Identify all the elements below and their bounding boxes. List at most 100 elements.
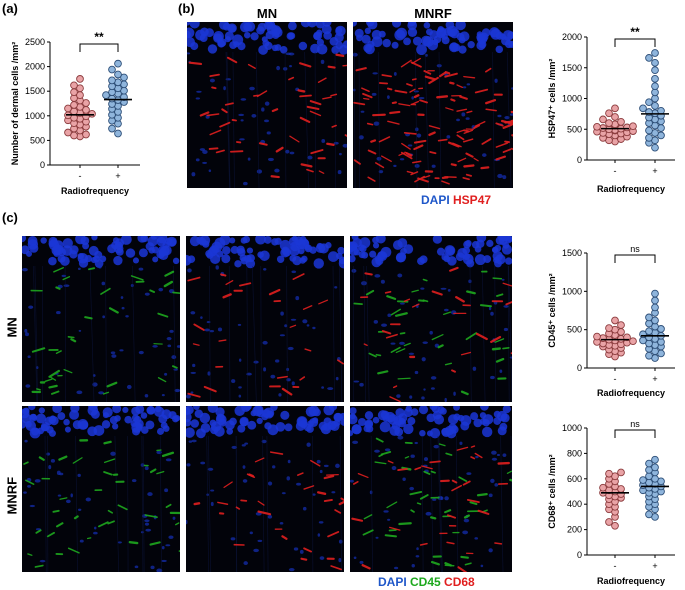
tissue-streak: [89, 265, 95, 402]
nucleus: [321, 139, 326, 143]
nucleus: [205, 250, 213, 258]
nucleus: [125, 248, 136, 258]
nucleus: [200, 423, 211, 433]
tissue-streak: [437, 435, 442, 572]
nucleus: [410, 408, 419, 416]
cd45-signal: [495, 357, 505, 363]
nucleus: [461, 112, 466, 117]
nucleus: [194, 409, 204, 418]
data-point: [651, 296, 659, 305]
tissue-streak: [492, 51, 495, 188]
hsp47-signal: [297, 89, 306, 93]
nucleus: [433, 444, 440, 449]
nucleus: [479, 406, 489, 411]
hsp47-signal: [412, 160, 422, 164]
nucleus: [140, 236, 149, 243]
cd45-signal: [161, 451, 175, 458]
micrograph-mnrf-cd68-image: [186, 406, 344, 572]
micrograph-mnrf-cd45-image: [22, 406, 180, 572]
data-point: [645, 351, 653, 360]
cd68-signal: [457, 566, 468, 572]
cd45-signal: [430, 516, 437, 520]
data-point: [651, 303, 659, 312]
data-point: [120, 73, 128, 82]
tissue-streak: [252, 265, 257, 402]
nucleus: [168, 535, 174, 539]
nucleus: [65, 499, 71, 504]
nucleus: [501, 36, 511, 46]
nucleus: [445, 22, 455, 30]
legend-c: DAPI CD45 CD68: [378, 575, 475, 589]
nucleus: [264, 119, 269, 123]
nucleus: [444, 496, 449, 501]
x-tick-label: -: [614, 561, 617, 571]
y-tick-label: 0: [577, 363, 582, 373]
nucleus: [87, 426, 98, 437]
y-axis-label: Number of dermal cells /mm²: [10, 42, 20, 166]
nucleus: [243, 561, 248, 566]
cd68-signal: [248, 473, 254, 478]
data-point: [64, 128, 72, 137]
nucleus: [292, 255, 302, 266]
nucleus: [145, 528, 152, 532]
nucleus: [488, 306, 492, 311]
cd68-signal: [330, 565, 342, 571]
nucleus: [101, 420, 111, 429]
nucleus: [396, 27, 408, 39]
nucleus: [186, 519, 188, 525]
tissue-streak: [255, 51, 260, 188]
tissue-streak: [414, 51, 418, 188]
x-axis-label: Radiofrequency: [597, 388, 665, 398]
data-point: [108, 65, 116, 74]
cd68-signal: [289, 324, 297, 328]
y-tick-label: 1500: [25, 86, 45, 96]
nucleus: [145, 420, 155, 430]
cd68-signal: [187, 392, 201, 398]
nucleus: [412, 36, 422, 46]
hsp47-signal: [211, 86, 217, 90]
nucleus: [144, 522, 150, 526]
cd45-signal: [374, 461, 387, 465]
hsp47-signal: [466, 110, 473, 114]
nucleus: [312, 493, 316, 496]
cd45-signal: [67, 547, 80, 554]
data-point: [70, 88, 78, 97]
legend-b-dapi: DAPI: [421, 193, 450, 207]
nucleus: [229, 237, 236, 244]
nucleus: [217, 39, 226, 48]
cd45-signal: [156, 470, 165, 475]
nucleus: [131, 406, 141, 416]
hsp47-signal: [219, 121, 231, 128]
nucleus: [402, 477, 406, 481]
nucleus: [334, 286, 338, 289]
nucleus: [474, 254, 486, 266]
hsp47-signal: [459, 95, 468, 100]
legend-b-hsp47: HSP47: [453, 193, 492, 207]
cd68-signal: [361, 564, 371, 570]
hsp47-signal: [428, 131, 436, 137]
nucleus: [285, 52, 292, 56]
y-tick-label: 200: [567, 525, 582, 535]
hsp47-signal: [463, 75, 476, 79]
nucleus: [88, 406, 98, 411]
nucleus: [493, 257, 500, 264]
nucleus: [313, 258, 324, 269]
nucleus: [271, 25, 282, 36]
nucleus: [38, 407, 45, 414]
hsp47-signal: [465, 173, 472, 177]
hsp47-signal: [450, 163, 457, 167]
nucleus: [40, 421, 50, 432]
nucleus: [64, 426, 71, 433]
nucleus: [274, 168, 280, 173]
data-point: [599, 483, 607, 492]
nucleus: [258, 45, 268, 55]
tissue-streak: [421, 435, 424, 572]
nucleus: [230, 245, 239, 254]
nucleus: [189, 236, 201, 247]
nucleus: [482, 426, 493, 438]
nucleus: [431, 164, 436, 168]
nucleus: [420, 287, 425, 290]
tissue-streak: [510, 435, 512, 530]
nucleus: [144, 519, 150, 523]
cd45-signal: [465, 332, 478, 341]
